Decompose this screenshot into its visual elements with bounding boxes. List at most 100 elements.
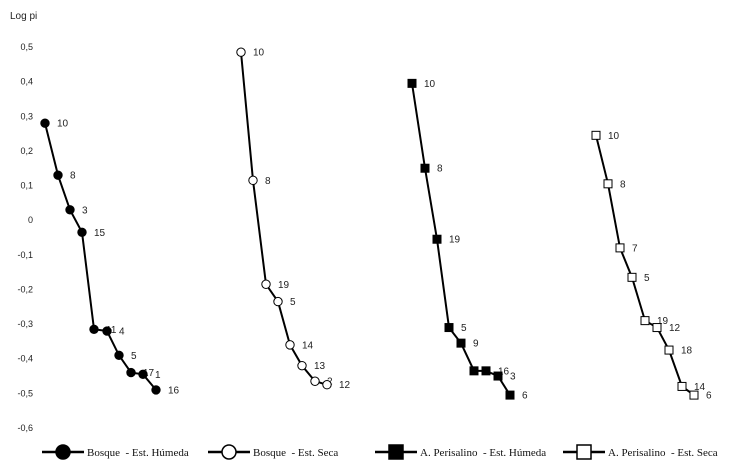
data-point bbox=[77, 227, 87, 238]
data-label: 10 bbox=[608, 131, 620, 142]
data-point bbox=[138, 369, 148, 380]
y-tick-label: -0,5 bbox=[17, 388, 33, 398]
data-point bbox=[640, 316, 650, 326]
data-point bbox=[432, 234, 442, 244]
data-label: 8 bbox=[437, 164, 443, 175]
y-tick-label: -0,3 bbox=[17, 319, 33, 329]
data-point bbox=[310, 376, 320, 386]
data-point bbox=[273, 296, 283, 307]
data-label: 19 bbox=[657, 316, 669, 327]
legend-label: Bosque - Est. Húmeda bbox=[87, 447, 189, 459]
data-label: 14 bbox=[694, 382, 706, 393]
data-label: 6 bbox=[706, 391, 712, 402]
data-point bbox=[615, 243, 625, 253]
data-label: 8 bbox=[265, 176, 271, 187]
data-point bbox=[627, 272, 637, 282]
y-tick-label: 0 bbox=[28, 215, 33, 225]
legend-marker bbox=[221, 444, 237, 460]
data-point bbox=[236, 47, 246, 57]
data-point bbox=[89, 324, 99, 334]
y-axis-title: Log pi bbox=[10, 11, 37, 22]
data-label: 13 bbox=[314, 361, 326, 372]
data-point bbox=[40, 118, 50, 128]
data-label: 12 bbox=[669, 323, 681, 334]
legend: Bosque - Est. Húmeda Bosque - Est. Seca A.… bbox=[42, 444, 718, 460]
data-label: 15 bbox=[94, 228, 106, 239]
legend-label: Bosque - Est. Seca bbox=[253, 447, 338, 459]
y-axis-ticks: 0,5 0,4 0,3 0,2 0,1 0 -0,1 -0,2 -0,3 -0,4 -0,5 -0,6 bbox=[17, 42, 33, 433]
series-layer: 1083151145171161081951413212108195941636… bbox=[40, 47, 712, 402]
data-label: 18 bbox=[681, 346, 693, 357]
data-point bbox=[591, 130, 601, 140]
data-label: 6 bbox=[522, 391, 528, 402]
data-point bbox=[102, 326, 112, 336]
data-label: 8 bbox=[620, 179, 626, 190]
series-1: 108315114517116 bbox=[40, 118, 180, 396]
data-point bbox=[65, 205, 75, 215]
data-point bbox=[603, 179, 613, 189]
data-point bbox=[652, 323, 662, 333]
data-label: 5 bbox=[131, 351, 137, 362]
y-tick-label: -0,6 bbox=[17, 423, 33, 433]
y-tick-label: 0,3 bbox=[20, 111, 33, 121]
y-tick-label: -0,2 bbox=[17, 284, 33, 294]
data-label: 14 bbox=[302, 340, 314, 351]
data-point bbox=[469, 366, 479, 376]
data-point bbox=[297, 360, 307, 371]
data-point bbox=[151, 385, 161, 395]
data-point bbox=[407, 78, 417, 88]
series-line bbox=[44, 122, 157, 391]
legend-item-3: A. Perisalino - Est. Húmeda bbox=[375, 444, 546, 460]
legend-item-2: Bosque - Est. Seca bbox=[208, 444, 338, 460]
data-point bbox=[689, 390, 699, 400]
data-label: 16 bbox=[168, 385, 180, 396]
y-tick-label: 0,2 bbox=[20, 146, 33, 156]
data-label: 17 bbox=[143, 368, 155, 379]
data-point bbox=[285, 340, 295, 350]
legend-marker bbox=[55, 444, 71, 460]
series-2: 1081951413212 bbox=[236, 47, 351, 391]
y-tick-label: 0,1 bbox=[20, 181, 33, 191]
data-label: 5 bbox=[461, 323, 467, 334]
data-label: 5 bbox=[644, 273, 650, 284]
legend-marker bbox=[388, 444, 404, 460]
data-label: 10 bbox=[424, 79, 436, 90]
data-point bbox=[444, 323, 454, 333]
y-tick-label: 0,5 bbox=[20, 42, 33, 52]
data-label: 10 bbox=[253, 48, 265, 59]
data-point bbox=[505, 390, 515, 400]
data-point bbox=[126, 367, 136, 378]
data-point bbox=[420, 163, 430, 173]
series-line bbox=[411, 83, 511, 396]
series-line bbox=[240, 52, 328, 386]
data-point bbox=[493, 371, 503, 381]
data-label: 3 bbox=[82, 205, 88, 216]
legend-item-4: A. Perisalino - Est. Seca bbox=[563, 444, 718, 460]
data-label: 4 bbox=[119, 327, 125, 338]
data-label: 19 bbox=[449, 235, 461, 246]
y-tick-label: 0,4 bbox=[20, 77, 33, 87]
legend-label: A. Perisalino - Est. Húmeda bbox=[420, 447, 546, 459]
data-point bbox=[677, 381, 687, 391]
series-3: 108195941636 bbox=[407, 78, 528, 402]
y-tick-label: -0,1 bbox=[17, 250, 33, 260]
data-label: 16 bbox=[498, 366, 510, 377]
data-point bbox=[322, 380, 332, 390]
data-label: 12 bbox=[339, 380, 351, 391]
data-point bbox=[456, 338, 466, 348]
data-point bbox=[248, 175, 258, 186]
data-label: 19 bbox=[278, 280, 290, 291]
data-point bbox=[664, 345, 674, 355]
legend-item-1: Bosque - Est. Húmeda bbox=[42, 444, 189, 460]
data-label: 1 bbox=[155, 370, 161, 381]
data-label: 8 bbox=[70, 171, 76, 182]
legend-marker bbox=[576, 444, 592, 460]
data-point bbox=[481, 366, 491, 376]
data-point bbox=[53, 170, 63, 180]
data-label: 5 bbox=[290, 297, 296, 308]
data-label: 3 bbox=[510, 372, 516, 383]
data-point bbox=[114, 350, 124, 360]
y-tick-label: -0,4 bbox=[17, 354, 33, 364]
